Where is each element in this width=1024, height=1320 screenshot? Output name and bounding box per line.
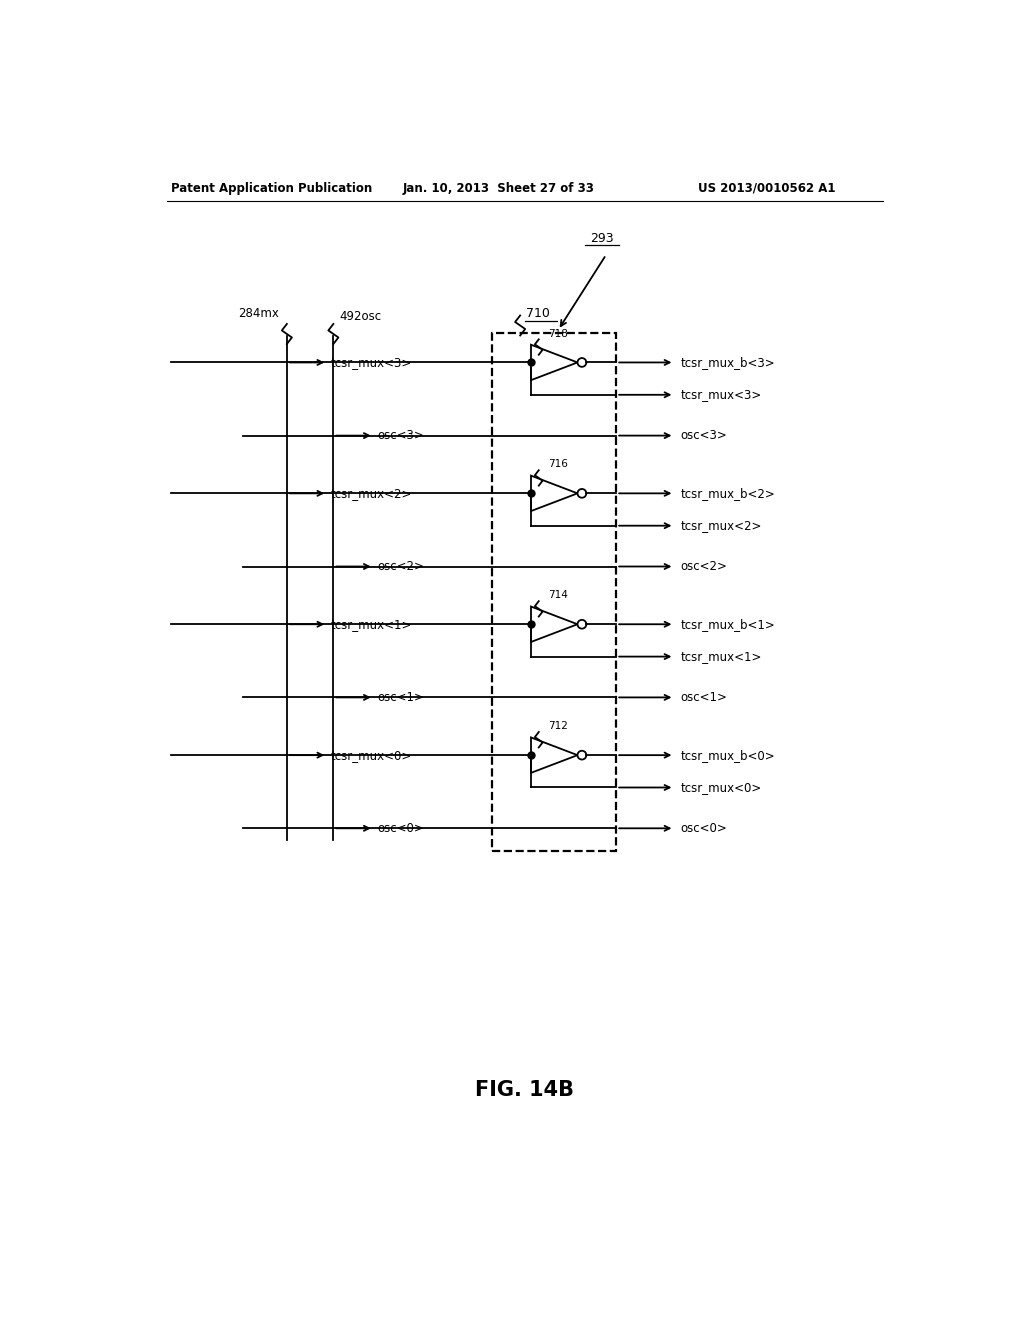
Text: osc<0>: osc<0> (681, 822, 727, 834)
Text: tcsr_mux<1>: tcsr_mux<1> (331, 618, 413, 631)
Text: 714: 714 (548, 590, 568, 601)
Text: tcsr_mux<3>: tcsr_mux<3> (681, 388, 762, 401)
Text: tcsr_mux_b<3>: tcsr_mux_b<3> (681, 356, 775, 370)
Text: Jan. 10, 2013  Sheet 27 of 33: Jan. 10, 2013 Sheet 27 of 33 (403, 182, 595, 194)
Text: US 2013/0010562 A1: US 2013/0010562 A1 (697, 182, 836, 194)
Text: 712: 712 (548, 721, 568, 731)
Text: tcsr_mux<2>: tcsr_mux<2> (331, 487, 413, 500)
Text: osc<0>: osc<0> (378, 822, 424, 834)
Text: osc<1>: osc<1> (378, 690, 424, 704)
Text: tcsr_mux<0>: tcsr_mux<0> (681, 781, 762, 795)
Text: Patent Application Publication: Patent Application Publication (171, 182, 372, 194)
Text: tcsr_mux_b<1>: tcsr_mux_b<1> (681, 618, 775, 631)
Text: 293: 293 (591, 231, 614, 244)
Text: tcsr_mux_b<0>: tcsr_mux_b<0> (681, 748, 775, 762)
Text: tcsr_mux<2>: tcsr_mux<2> (681, 519, 762, 532)
Text: osc<2>: osc<2> (681, 560, 727, 573)
Text: tcsr_mux<0>: tcsr_mux<0> (331, 748, 413, 762)
Text: 710: 710 (526, 308, 550, 321)
Text: osc<3>: osc<3> (378, 429, 424, 442)
Text: FIG. 14B: FIG. 14B (475, 1080, 574, 1100)
Text: tcsr_mux<1>: tcsr_mux<1> (681, 649, 762, 663)
Text: 718: 718 (548, 329, 568, 339)
Bar (493, 333, 616, 851)
Text: 716: 716 (548, 459, 568, 470)
Text: osc<3>: osc<3> (681, 429, 727, 442)
Text: tcsr_mux<3>: tcsr_mux<3> (331, 356, 413, 370)
Text: osc<2>: osc<2> (378, 560, 424, 573)
Text: osc<1>: osc<1> (681, 690, 727, 704)
Text: tcsr_mux_b<2>: tcsr_mux_b<2> (681, 487, 775, 500)
Text: 284mx: 284mx (239, 308, 280, 321)
Text: 492osc: 492osc (340, 310, 382, 323)
